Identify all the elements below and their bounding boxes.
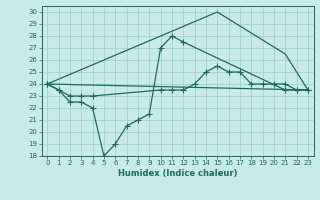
X-axis label: Humidex (Indice chaleur): Humidex (Indice chaleur) [118,169,237,178]
